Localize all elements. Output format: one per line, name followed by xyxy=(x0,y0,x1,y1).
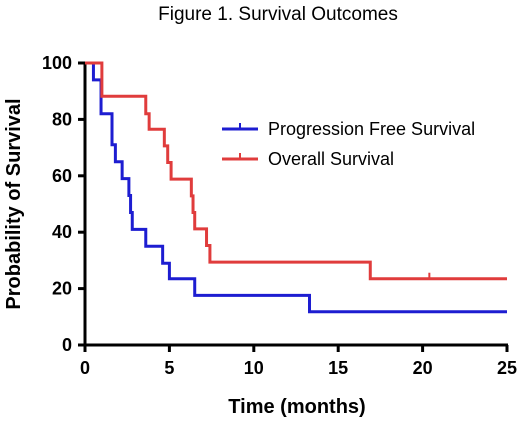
series-layer xyxy=(85,61,507,314)
legend: Progression Free Survival Overall Surviv… xyxy=(222,119,475,169)
y-ticks: 0 20 40 60 80 100 xyxy=(42,53,85,355)
x-axis-label: Time (months) xyxy=(228,396,365,418)
series-line-0 xyxy=(85,61,507,314)
y-tick-label: 40 xyxy=(52,222,72,242)
chart-title: Figure 1. Survival Outcomes xyxy=(158,4,398,25)
axes xyxy=(83,63,508,347)
legend-label-os: Overall Survival xyxy=(268,149,394,169)
y-tick-label: 80 xyxy=(52,109,72,129)
y-tick-label: 0 xyxy=(62,335,72,355)
x-tick-label: 25 xyxy=(497,358,517,378)
x-ticks: 0 5 10 15 20 25 xyxy=(80,345,517,378)
y-axis-label: Probability of Survival xyxy=(3,98,25,309)
x-tick-label: 15 xyxy=(328,358,348,378)
x-tick-label: 10 xyxy=(244,358,264,378)
x-tick-label: 0 xyxy=(80,358,90,378)
x-tick-label: 20 xyxy=(413,358,433,378)
legend-item-os: Overall Survival xyxy=(222,149,394,169)
y-tick-label: 60 xyxy=(52,166,72,186)
y-tick-label: 100 xyxy=(42,53,72,73)
legend-item-pfs: Progression Free Survival xyxy=(222,119,475,139)
legend-label-pfs: Progression Free Survival xyxy=(268,119,475,139)
x-tick-label: 5 xyxy=(164,358,174,378)
y-tick-label: 20 xyxy=(52,279,72,299)
